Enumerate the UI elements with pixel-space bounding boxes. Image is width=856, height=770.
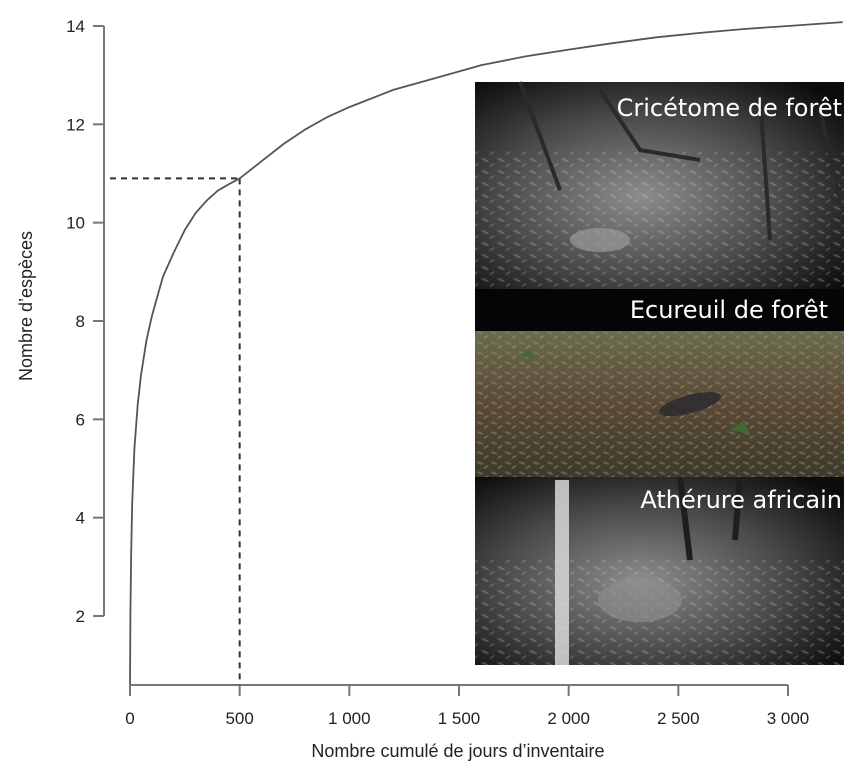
- y-tick-label: 8: [76, 312, 85, 331]
- photo-atherure: Athérure africain: [475, 476, 844, 665]
- accumulation-curve: [129, 21, 843, 685]
- axes: 2 4 6 8 10 12 14 0 500 1 000 1 500 2 000 2 500 3 000: [66, 17, 809, 728]
- photo-ecureuil-animal: [659, 391, 721, 417]
- photo-ecureuil-band: [475, 289, 844, 331]
- photo-atherure-animal: [598, 578, 682, 622]
- x-tick-label: 1 000: [328, 709, 371, 728]
- photo-ecureuil: Ecureuil de forêt: [475, 289, 844, 477]
- photo-label-cricetome: Cricétome de forêt: [617, 94, 842, 122]
- photo-atherure-tree-trunk: [555, 480, 569, 665]
- x-tick-label: 1 500: [438, 709, 481, 728]
- y-tick-label: 14: [66, 17, 85, 36]
- x-tick-label: 3 000: [767, 709, 810, 728]
- y-tick-label: 4: [76, 509, 85, 528]
- y-ticks: 2 4 6 8 10 12 14: [66, 17, 104, 626]
- photo-label-ecureuil: Ecureuil de forêt: [630, 296, 828, 324]
- photo-ecureuil-litter: [475, 331, 844, 477]
- photo-cricetome-branches: [518, 81, 842, 241]
- y-tick-label: 10: [66, 214, 85, 233]
- x-ticks: 0 500 1 000 1 500 2 000 2 500 3 000: [125, 685, 809, 728]
- x-tick-label: 0: [125, 709, 134, 728]
- photo-panel: Cricétome de forêt Ecureuil de forêt Ath…: [475, 81, 844, 665]
- y-tick-label: 6: [76, 410, 85, 429]
- x-tick-label: 2 500: [657, 709, 700, 728]
- photo-atherure-trees: [677, 476, 743, 561]
- x-axis-title: Nombre cumulé de jours d’inventaire: [311, 741, 604, 761]
- y-tick-label: 12: [66, 115, 85, 134]
- y-axis-title: Nombre d’espèces: [16, 231, 36, 381]
- photo-cricetome-animal: [570, 228, 630, 252]
- x-tick-label: 2 000: [547, 709, 590, 728]
- x-tick-label: 500: [225, 709, 253, 728]
- photo-label-atherure: Athérure africain: [640, 486, 842, 514]
- photo-cricetome-litter: [475, 150, 844, 289]
- y-tick-label: 2: [76, 607, 85, 626]
- photo-cricetome: Cricétome de forêt: [475, 81, 844, 289]
- reference-lines: [110, 177, 241, 685]
